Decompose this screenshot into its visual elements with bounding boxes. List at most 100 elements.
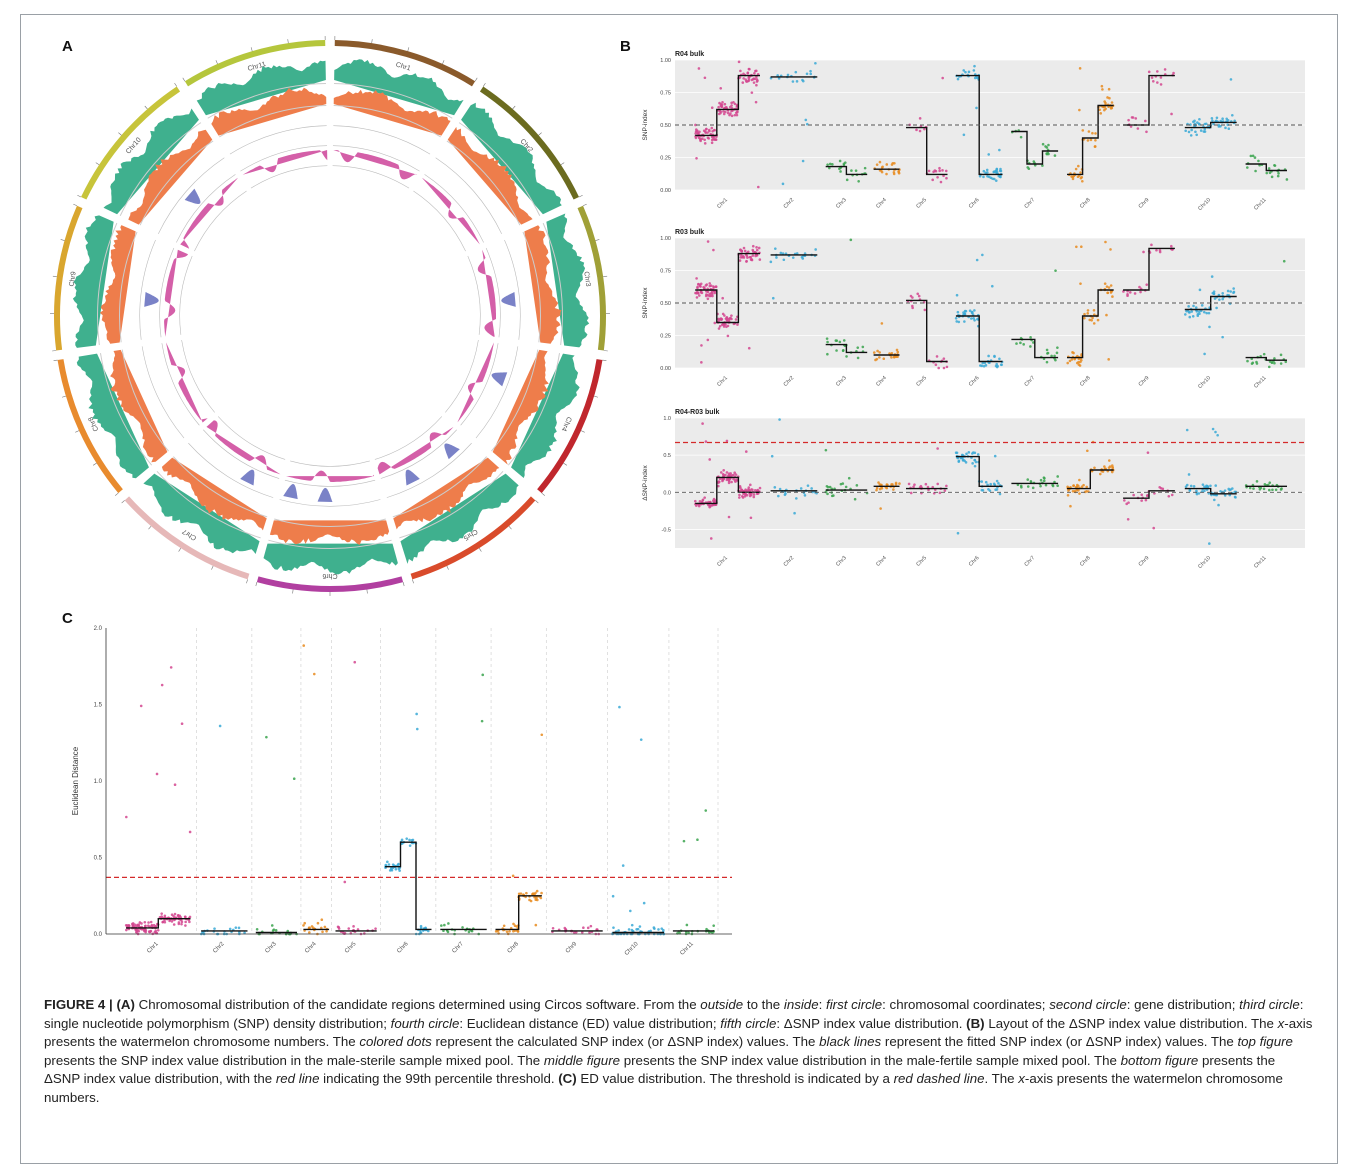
data-point xyxy=(696,838,699,842)
data-point xyxy=(170,920,174,923)
data-point xyxy=(136,924,140,927)
data-point xyxy=(1198,312,1201,316)
chromosome-label: Chr3 xyxy=(582,271,591,287)
data-point xyxy=(973,76,977,80)
data-point xyxy=(1208,325,1211,329)
data-point xyxy=(890,356,893,359)
data-point xyxy=(742,72,745,76)
data-point xyxy=(1198,288,1202,292)
x-tick-label: Chr7 xyxy=(1024,375,1037,388)
data-point xyxy=(1201,483,1205,486)
data-point xyxy=(1050,354,1053,358)
data-point xyxy=(725,471,729,474)
data-point xyxy=(1184,129,1187,133)
data-point xyxy=(909,294,913,298)
data-point xyxy=(753,72,756,75)
data-point xyxy=(1167,494,1171,498)
data-point xyxy=(1213,297,1217,300)
data-point xyxy=(1189,134,1193,137)
data-point xyxy=(657,928,660,931)
data-point xyxy=(770,454,774,458)
data-point xyxy=(1044,483,1048,487)
data-point xyxy=(410,839,414,842)
data-point xyxy=(911,304,914,308)
data-point xyxy=(1146,494,1149,497)
data-point xyxy=(748,494,752,498)
data-point xyxy=(963,312,967,315)
data-point xyxy=(1263,483,1267,486)
data-point xyxy=(954,316,958,320)
data-point xyxy=(311,926,315,930)
data-point xyxy=(733,102,737,106)
data-point xyxy=(722,112,726,116)
ring-line xyxy=(279,499,381,507)
data-point xyxy=(708,294,711,298)
data-point xyxy=(1138,285,1141,289)
chromosome-ring: Chr1Chr2Chr3Chr4Chr5Chr6Chr7Chr8Chr9Chr1… xyxy=(50,36,610,596)
data-point xyxy=(138,921,142,924)
data-point xyxy=(629,909,632,913)
data-point xyxy=(1026,478,1030,481)
data-point xyxy=(943,489,947,492)
data-point xyxy=(697,67,701,70)
chart-panel: 0.00 0.25 0.50 0.75 1.00 R04 bulk SNP-index Chr… xyxy=(642,51,1305,212)
data-point xyxy=(525,891,528,895)
data-point xyxy=(755,254,759,257)
data-point xyxy=(965,452,968,456)
data-point xyxy=(863,166,867,170)
data-point xyxy=(160,683,164,687)
data-point xyxy=(1045,348,1049,352)
data-point xyxy=(1197,492,1201,495)
data-point xyxy=(1273,164,1277,167)
data-point xyxy=(172,923,176,926)
data-point xyxy=(1159,83,1163,86)
data-point xyxy=(1255,360,1258,364)
data-point xyxy=(695,296,699,299)
data-point xyxy=(971,452,974,455)
ring-line xyxy=(181,339,215,413)
ed-peak xyxy=(444,443,460,460)
data-point xyxy=(1146,451,1150,454)
data-point xyxy=(786,73,790,77)
data-point xyxy=(697,282,700,286)
data-point xyxy=(963,320,966,323)
snp-density-arc xyxy=(393,457,500,530)
snp-density-arc xyxy=(492,349,549,465)
data-point xyxy=(589,924,593,928)
ed-peak xyxy=(405,469,420,486)
data-point xyxy=(712,497,716,501)
data-point xyxy=(890,163,894,166)
data-point xyxy=(540,733,544,737)
ring-line xyxy=(424,174,484,243)
data-point xyxy=(1224,126,1227,130)
data-point xyxy=(725,325,728,329)
gene-density-arc xyxy=(263,543,398,575)
data-point xyxy=(1103,465,1106,468)
data-point xyxy=(302,924,305,927)
x-tick-label: Chr3 xyxy=(835,555,848,568)
data-point xyxy=(1193,122,1197,126)
ring-line xyxy=(217,416,286,460)
data-point xyxy=(1206,485,1210,488)
data-point xyxy=(1150,243,1153,247)
data-point xyxy=(723,314,726,317)
coordinate-tick xyxy=(182,77,186,82)
data-point xyxy=(1265,171,1269,175)
data-point xyxy=(756,489,759,492)
data-point xyxy=(896,355,899,359)
x-tick-label: Chr9 xyxy=(1138,555,1151,568)
data-point xyxy=(987,354,990,358)
data-point xyxy=(1273,357,1276,360)
data-point xyxy=(1132,493,1135,497)
data-point xyxy=(1101,88,1104,91)
data-point xyxy=(727,515,731,519)
data-point xyxy=(721,296,724,300)
data-point xyxy=(1091,131,1094,135)
data-point xyxy=(161,920,164,924)
data-point xyxy=(957,459,961,463)
coordinate-tick xyxy=(73,203,78,207)
data-point xyxy=(642,901,646,905)
data-point xyxy=(978,174,982,178)
data-point xyxy=(408,844,412,847)
coordinate-tick xyxy=(255,582,258,587)
